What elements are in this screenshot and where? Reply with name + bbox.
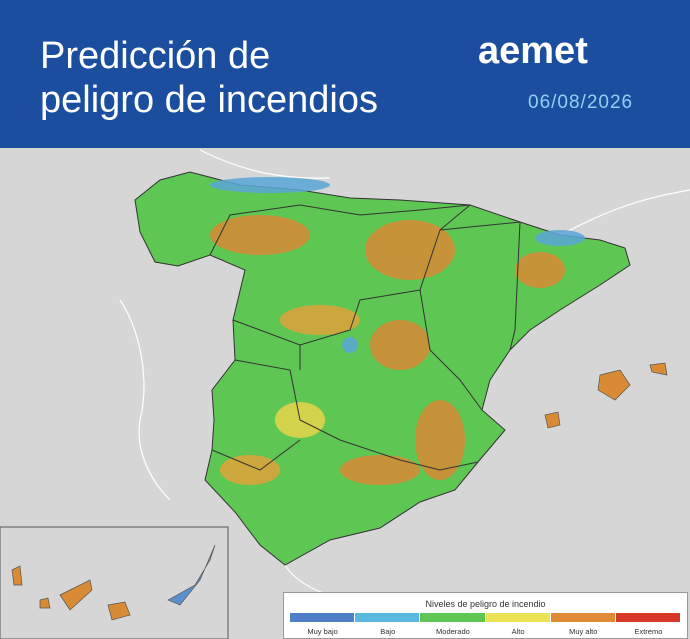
legend-title: Niveles de peligro de incendio	[425, 599, 546, 609]
legend-swatch	[615, 613, 682, 622]
legend-swatch	[420, 613, 486, 622]
legend-label: Muy bajo	[307, 627, 338, 636]
canary-inset	[0, 526, 229, 639]
legend: Niveles de peligro de incendio Muy bajo B…	[283, 592, 688, 639]
balearic-islands	[544, 362, 668, 429]
region-borders	[209, 204, 521, 471]
legend-label: Muy alto	[569, 627, 598, 636]
header: Predicción de peligro de incendios aemet…	[0, 0, 690, 148]
danger-patches	[210, 177, 585, 485]
legend-label: Extremo	[634, 627, 663, 636]
logo: aemet	[478, 30, 588, 72]
map	[0, 149, 690, 639]
legend-swatch	[290, 613, 356, 622]
legend-label: Moderado	[436, 627, 470, 636]
legend-swatch	[485, 613, 551, 622]
title-line: peligro de incendios	[40, 79, 379, 121]
legend-label: Alto	[511, 627, 525, 636]
canary-islands	[11, 544, 216, 621]
legend-labels: Muy bajo Bajo Moderado Alto Muy alto Extremo	[290, 627, 681, 636]
legend-label: Bajo	[380, 627, 396, 636]
legend-swatch	[355, 613, 421, 622]
title-line: Predicción de	[40, 35, 271, 77]
date: 06/08/2026	[528, 92, 634, 113]
legend-swatch	[550, 613, 616, 622]
legend-bar	[290, 613, 682, 622]
